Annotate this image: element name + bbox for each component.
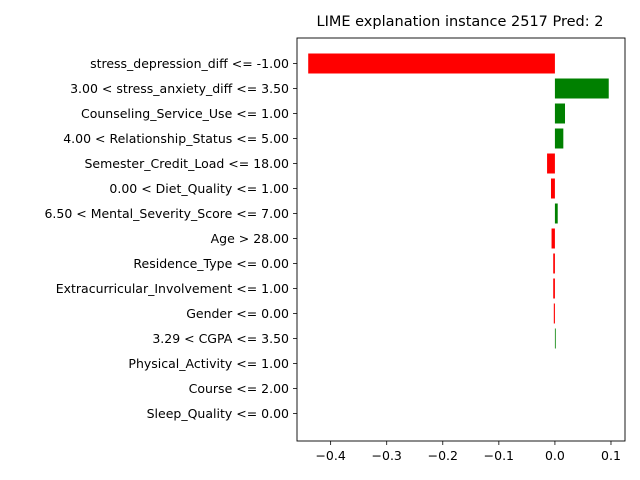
- y-tick-label: 3.29 < CGPA <= 3.50: [152, 331, 289, 346]
- y-tick-label: Counseling_Service_Use <= 1.00: [81, 106, 289, 121]
- bar: [550, 178, 555, 199]
- bar: [547, 153, 555, 174]
- y-tick-label: 4.00 < Relationship_Status <= 5.00: [63, 131, 289, 146]
- x-tick-label: −0.1: [484, 448, 514, 463]
- bar: [553, 278, 555, 299]
- chart-title: LIME explanation instance 2517 Pred: 2: [317, 14, 604, 30]
- y-tick-label: 0.00 < Diet_Quality <= 1.00: [109, 181, 289, 196]
- bar: [553, 253, 555, 274]
- y-tick-label: Gender <= 0.00: [186, 306, 289, 321]
- y-tick-label: Extracurricular_Involvement <= 1.00: [56, 281, 289, 296]
- bar: [551, 228, 555, 249]
- x-tick-label: −0.3: [372, 448, 402, 463]
- y-tick-label: Sleep_Quality <= 0.00: [147, 406, 289, 421]
- plot-frame: [296, 37, 626, 442]
- bar: [554, 203, 558, 224]
- y-tick-label: 6.50 < Mental_Severity_Score <= 7.00: [44, 206, 289, 221]
- bar: [554, 103, 566, 124]
- y-tick-label: Physical_Activity <= 1.00: [128, 356, 289, 371]
- y-tick-label: Residence_Type <= 0.00: [133, 256, 289, 271]
- y-tick-label: Age > 28.00: [211, 231, 289, 246]
- bar: [554, 328, 556, 349]
- x-tick-label: −0.4: [315, 448, 345, 463]
- y-tick-label: stress_depression_diff <= -1.00: [90, 56, 289, 71]
- bar: [554, 128, 564, 149]
- y-tick-labels: stress_depression_diff <= -1.00 3.00 < st…: [44, 56, 297, 421]
- bar: [308, 53, 555, 74]
- y-tick-label: Semester_Credit_Load <= 18.00: [85, 156, 290, 171]
- y-tick-label: 3.00 < stress_anxiety_diff <= 3.50: [70, 81, 289, 96]
- x-tick-label: −0.2: [428, 448, 458, 463]
- bar: [553, 303, 555, 324]
- bars-group: [308, 53, 609, 349]
- x-ticks: −0.4 −0.3 −0.2 −0.1 0.0 0.1: [315, 441, 621, 463]
- bar: [554, 78, 609, 99]
- x-tick-label: 0.0: [545, 448, 565, 463]
- x-tick-label: 0.1: [601, 448, 621, 463]
- y-tick-label: Course <= 2.00: [189, 381, 289, 396]
